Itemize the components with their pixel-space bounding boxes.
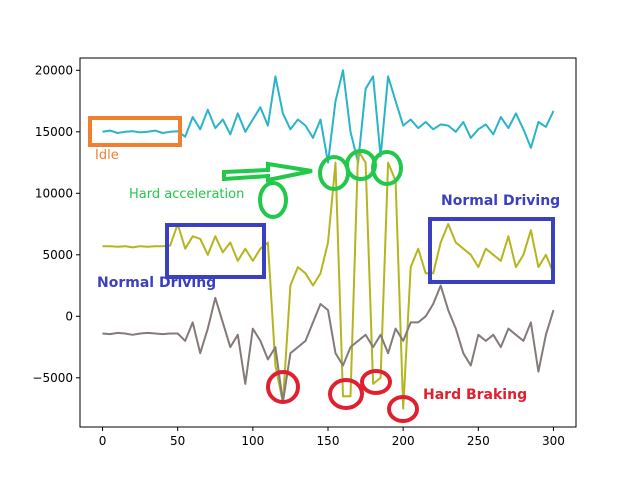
idle-box bbox=[88, 116, 182, 147]
braking-circle bbox=[387, 395, 419, 423]
series-line-cyan bbox=[102, 69, 555, 164]
idle-label: Idle bbox=[95, 148, 119, 163]
normal-driving-box-left bbox=[165, 223, 266, 279]
normal-driving-label-right: Normal Driving bbox=[441, 193, 560, 209]
accel-circle bbox=[258, 181, 288, 219]
braking-circle bbox=[328, 378, 364, 410]
braking-circle bbox=[360, 369, 392, 395]
ticks-layer: 0 50 100 150 200 250 300 −5000 0 5000 10000 15000 20… bbox=[32, 63, 565, 448]
hard-acceleration-circles bbox=[258, 149, 403, 219]
braking-circle bbox=[266, 370, 300, 404]
x-tick-label: 50 bbox=[170, 434, 185, 448]
normal-driving-label-left: Normal Driving bbox=[97, 275, 216, 291]
series-layer bbox=[102, 69, 555, 410]
x-tick-label: 100 bbox=[241, 434, 264, 448]
x-tick-label: 250 bbox=[467, 434, 490, 448]
y-tick-label: 10000 bbox=[35, 186, 73, 200]
x-tick-label: 0 bbox=[99, 434, 107, 448]
y-tick-label: 0 bbox=[65, 309, 73, 323]
hard-acceleration-label: Hard acceleration bbox=[129, 187, 244, 202]
hard-braking-label: Hard Braking bbox=[423, 387, 527, 403]
x-tick-label: 300 bbox=[542, 434, 565, 448]
y-tick-label: 20000 bbox=[35, 63, 73, 77]
y-tick-label: −5000 bbox=[32, 371, 73, 385]
series-line-gray bbox=[102, 284, 555, 404]
x-tick-label: 150 bbox=[317, 434, 340, 448]
y-tick-label: 15000 bbox=[35, 125, 73, 139]
normal-driving-box-right bbox=[428, 217, 555, 284]
y-tick-label: 5000 bbox=[42, 248, 73, 262]
accel-circle bbox=[371, 150, 403, 186]
hard-braking-circles bbox=[266, 369, 419, 423]
x-tick-label: 200 bbox=[392, 434, 415, 448]
hard-acceleration-arrow bbox=[222, 161, 313, 183]
